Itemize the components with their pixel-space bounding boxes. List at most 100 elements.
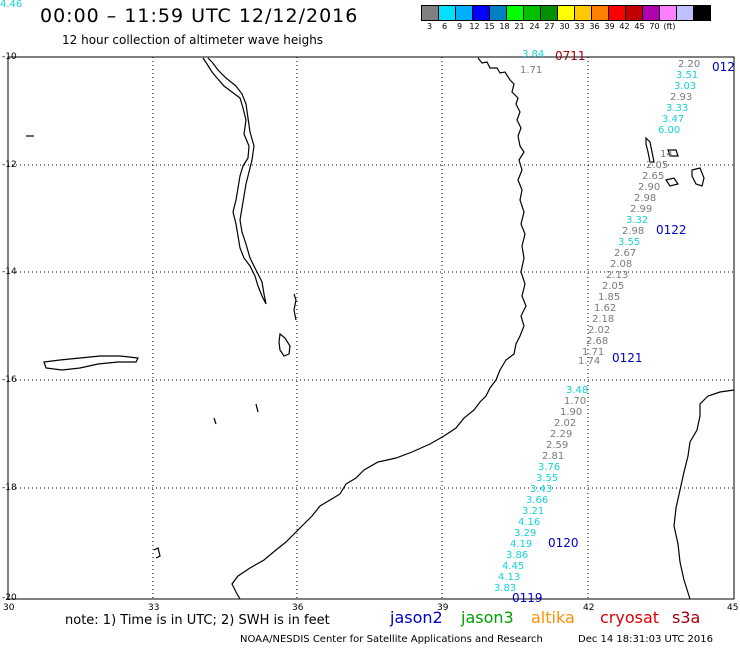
swh-value: 4.46 [0,0,23,10]
swh-value: 2.13 [606,270,629,281]
swh-value: 2.93 [670,92,693,103]
legend-tick: 9 [456,22,463,31]
graticule [8,57,734,599]
swh-value: 3.43 [530,484,553,495]
legend-tick: 15 [484,22,495,31]
swh-value: 2.05 [646,160,669,171]
swh-value: 3.55 [618,237,641,248]
map-subtitle: 12 hour collection of altimeter wave hei… [62,33,324,47]
swh-value: 3.32 [626,215,649,226]
swh-value: 2.98 [634,193,657,204]
swh-value: 1.90 [560,407,583,418]
swh-value: 4.19 [510,539,533,550]
swh-value: 2.20 [678,59,701,70]
lat-label: -10 [2,52,17,62]
legend-swatch [693,5,711,21]
lon-label: 33 [148,603,160,613]
swh-value: 3.55 [536,473,559,484]
lake-malawi [202,57,267,305]
swh-value: 4.16 [518,517,541,528]
swh-value: 3.48 [566,385,589,396]
pass-id-label: 0120 [548,536,579,550]
swh-value: 2.08 [610,259,633,270]
swh-value: 2.02 [588,325,611,336]
color-legend-ticks: 3 6 9 12 15 18 21 24 27 30 33 36 39 42 45 70 (ft) [422,22,677,31]
legend-tick: 3 [426,22,433,31]
lon-label: 30 [3,603,15,613]
swh-value: 1.62 [594,303,617,314]
legend-tick: 42 [619,22,630,31]
lat-label: -16 [2,375,17,385]
cahora-bassa [43,355,139,371]
pass-id-label: 0121 [612,351,643,365]
legend-tick: 36 [589,22,600,31]
swh-value: 1.71 [582,347,605,358]
lake-edge [213,417,217,425]
swh-value: 3.33 [666,103,689,114]
swh-value: 2.29 [550,429,573,440]
comoros-island [665,177,679,187]
legend-tick: 18 [499,22,510,31]
footer-timestamp: Dec 14 18:31:03 UTC 2016 [578,634,713,645]
satellite-label-altika: altika [531,608,575,627]
swh-value: 3.21 [522,506,545,517]
legend-tick: 21 [514,22,525,31]
map-title: 00:00 – 11:59 UTC 12/12/2016 [40,5,359,27]
lake-edge [255,403,259,413]
swh-value: 3.47 [662,114,685,125]
lake-chiuta [278,332,291,357]
swh-value: 1.74 [578,356,601,367]
swh-value: 2.67 [614,248,637,259]
swh-value: 2.90 [638,182,661,193]
lon-label: 36 [292,603,304,613]
swh-value: 2.18 [592,314,615,325]
swh-value: 6.00 [658,125,681,136]
legend-tick: 30 [559,22,570,31]
lon-label: 45 [727,603,739,613]
swh-value: 3.83 [494,583,517,594]
legend-tick: 27 [544,22,555,31]
legend-tick: 24 [529,22,540,31]
mayotte-island [691,167,705,187]
pass-id-label: 0119 [512,591,543,605]
pass-id-label: 0122 [656,223,687,237]
legend-tick: 70 [649,22,660,31]
swh-value: 14 [660,149,673,160]
lon-label: 42 [583,603,595,613]
swh-value: 2.98 [622,226,645,237]
legend-tick: 45 [634,22,645,31]
madagascar-coastline [673,389,735,600]
africa-coastline [231,57,527,600]
satellite-label-s3a: s3a [672,608,701,627]
swh-value: 4.45 [502,561,525,572]
legend-tick: 12 [469,22,480,31]
swh-value: 2.02 [554,418,577,429]
swh-value: 2.65 [642,171,665,182]
swh-value: 3.29 [514,528,537,539]
swh-value: 2.59 [546,440,569,451]
swh-value: 1.71 [520,65,543,76]
pass-id-label: 012 [712,60,735,74]
lat-label: -12 [2,160,17,170]
swh-value: 3.84 [522,49,545,60]
swh-value: 3.51 [676,70,699,81]
lake-edge [293,293,297,321]
swh-value: 3.86 [506,550,529,561]
swh-value: 2.81 [542,451,565,462]
swh-value: 4.13 [498,572,521,583]
lat-label: -14 [2,267,17,277]
satellite-label-jason2: jason2 [390,608,443,627]
lon-label: 39 [437,603,449,613]
legend-tick: 33 [574,22,585,31]
swh-value: 1.85 [598,292,621,303]
lake-edge [153,547,161,559]
satellite-label-jason3: jason3 [461,608,514,627]
lat-label: -20 [2,593,17,603]
legend-tick: 39 [604,22,615,31]
note-text: note: 1) Time is in UTC; 2) SWH is in fe… [65,613,330,628]
pass-id-label: 0711 [555,49,586,63]
swh-value: 3.76 [538,462,561,473]
swh-value: 3.03 [674,81,697,92]
swh-value: 2.68 [586,336,609,347]
